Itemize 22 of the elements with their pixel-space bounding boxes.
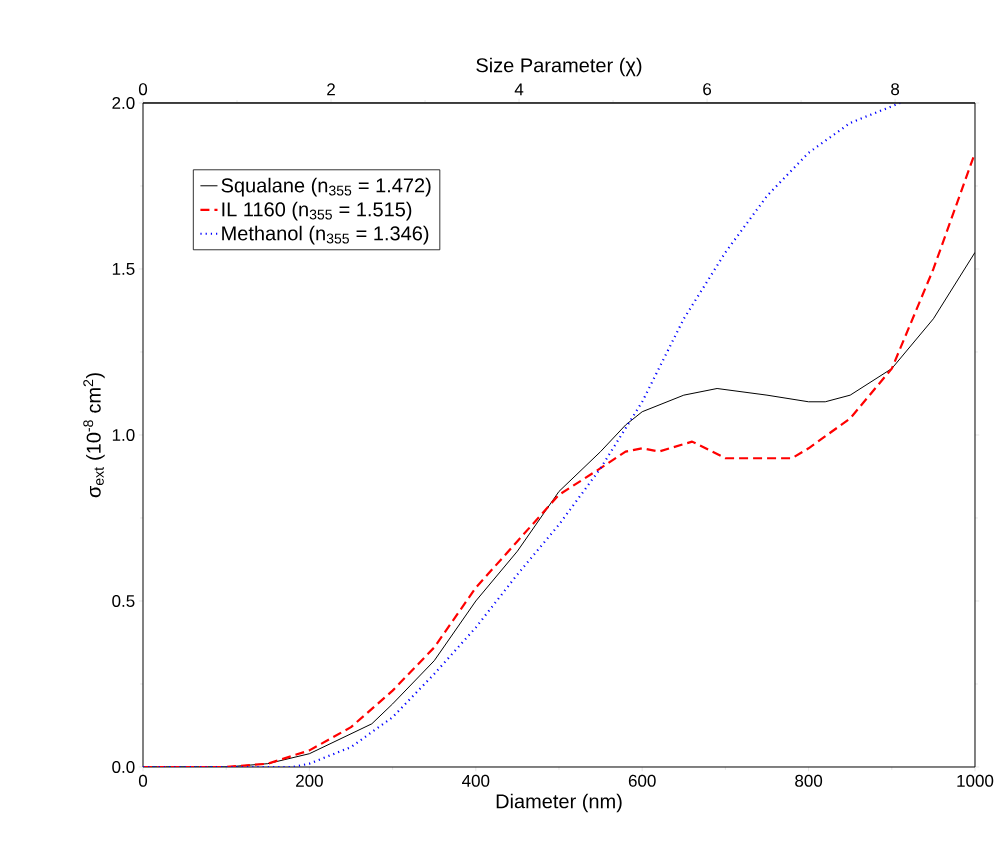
x-tick-label: 1000 [957, 774, 994, 787]
x-axis-title: Diameter (nm) [496, 793, 622, 813]
y-tick-label: 1.0 [112, 428, 135, 442]
x-tick-label: 0 [138, 774, 148, 787]
x-tick-label: 800 [795, 774, 823, 787]
x2-tick-label: 6 [703, 83, 712, 96]
legend-label: IL 1160 (n$_{355}$ = 1.515) [222, 201, 412, 221]
y-tick-label: 1.5 [112, 263, 135, 275]
y-tick-label: 0.0 [112, 760, 135, 774]
legend-label: Methanol (n$_{355}$ = 1.346) [222, 225, 429, 245]
legend-label: Squalane (n$_{355}$ = 1.472) [221, 177, 431, 197]
y-tick-label: 0.5 [112, 594, 135, 608]
x2-tick-label: 4 [514, 83, 524, 96]
x-tick-label: 600 [628, 774, 656, 787]
y-axis-title: σ$_{ext}$ (10$^{-8}$ cm$^{2}$) [83, 373, 105, 498]
x2-tick-label: 2 [327, 83, 335, 96]
x2-tick-label: 0 [138, 83, 148, 96]
x-tick-label: 200 [296, 774, 323, 787]
y-tick-label: 2.0 [112, 96, 135, 110]
x-tick-label: 400 [462, 774, 490, 787]
x2-axis-title: Size Parameter (χ) [476, 57, 642, 77]
x2-tick-label: 8 [891, 83, 900, 96]
